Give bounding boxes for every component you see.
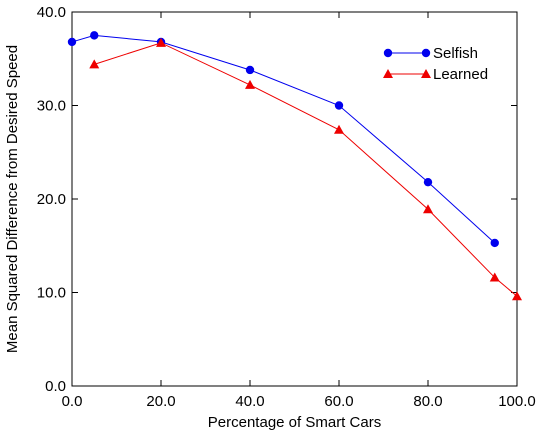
y-tick-label: 10.0 [37, 285, 66, 302]
legend-marker-learned [421, 69, 431, 78]
x-tick-label: 40.0 [235, 393, 264, 410]
x-tick-label: 60.0 [324, 393, 353, 410]
y-tick-label: 30.0 [37, 98, 66, 115]
y-tick-label: 20.0 [37, 191, 66, 208]
x-tick-label: 0.0 [62, 393, 83, 410]
series-layer [67, 31, 522, 301]
series-selfish [67, 31, 499, 248]
legend: Selfish Learned [383, 45, 488, 83]
data-point-selfish [334, 101, 344, 110]
x-tick-label: 100.0 [498, 393, 536, 410]
y-tick-label: 40.0 [37, 4, 66, 21]
data-point-selfish [490, 238, 499, 248]
legend-marker-selfish [421, 48, 431, 58]
legend-item-selfish: Selfish [383, 45, 478, 62]
legend-marker-learned [383, 69, 393, 78]
y-tick-label: 0.0 [45, 378, 66, 395]
data-point-selfish [423, 177, 433, 187]
y-axis-title: Mean Squared Difference from Desired Spe… [4, 45, 21, 353]
series-learned [89, 37, 522, 301]
data-point-learned [156, 37, 166, 47]
legend-label-selfish: Selfish [433, 45, 478, 62]
x-tick-label: 80.0 [413, 393, 442, 410]
y-axis: 0.0 10.0 20.0 30.0 40.0 [37, 4, 517, 395]
data-point-selfish [90, 31, 99, 40]
data-point-learned [489, 272, 500, 282]
legend-label-learned: Learned [433, 66, 488, 83]
data-point-learned [245, 79, 255, 89]
data-point-learned [512, 291, 522, 301]
x-tick-label: 20.0 [146, 393, 175, 410]
data-point-learned [423, 204, 433, 214]
data-point-selfish [67, 37, 77, 47]
x-axis: 0.0 20.0 40.0 60.0 80.0 100.0 [62, 12, 536, 410]
data-point-learned [334, 124, 344, 134]
x-axis-title: Percentage of Smart Cars [208, 414, 381, 431]
legend-item-learned: Learned [383, 66, 488, 83]
data-point-selfish [245, 65, 255, 75]
legend-marker-selfish [383, 48, 393, 58]
data-point-learned [89, 59, 100, 69]
